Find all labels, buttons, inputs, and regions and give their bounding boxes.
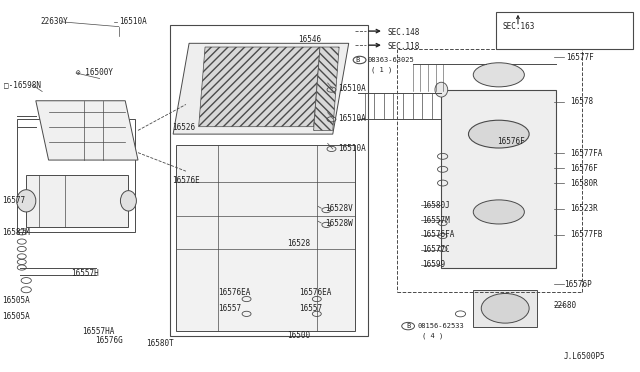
Text: 16576FA: 16576FA xyxy=(422,230,454,240)
Ellipse shape xyxy=(17,190,36,212)
Text: 16510A: 16510A xyxy=(338,144,365,153)
Text: 16505A: 16505A xyxy=(2,312,29,321)
Text: 16557: 16557 xyxy=(300,304,323,313)
Text: 16546: 16546 xyxy=(298,35,321,44)
Ellipse shape xyxy=(473,63,524,87)
Text: 16510A: 16510A xyxy=(338,114,365,123)
Ellipse shape xyxy=(120,190,136,211)
Text: 16576E: 16576E xyxy=(172,176,200,185)
Ellipse shape xyxy=(468,120,529,148)
Text: 16576P: 16576P xyxy=(564,280,592,289)
Text: 08363-63025: 08363-63025 xyxy=(368,57,415,63)
Text: 16577C: 16577C xyxy=(422,245,450,254)
Text: 16577F: 16577F xyxy=(566,52,594,61)
Text: 16576EA: 16576EA xyxy=(300,288,332,297)
Bar xyxy=(17,119,135,232)
Text: 16578: 16578 xyxy=(570,97,593,106)
Text: 16576G: 16576G xyxy=(95,336,123,345)
Text: 16505A: 16505A xyxy=(2,296,29,305)
Text: SEC.148: SEC.148 xyxy=(387,28,419,37)
Ellipse shape xyxy=(435,82,448,97)
Text: 16599: 16599 xyxy=(422,260,445,269)
Text: 16576F: 16576F xyxy=(570,164,598,173)
Text: 16577FA: 16577FA xyxy=(570,149,603,158)
Text: ( 4 ): ( 4 ) xyxy=(422,333,444,339)
Text: 16557M: 16557M xyxy=(422,216,450,225)
Polygon shape xyxy=(473,290,537,327)
Text: B: B xyxy=(355,57,359,63)
Polygon shape xyxy=(442,90,556,267)
Polygon shape xyxy=(173,43,349,134)
Polygon shape xyxy=(26,175,129,227)
Text: 22630Y: 22630Y xyxy=(40,17,68,26)
Text: 16557H: 16557H xyxy=(71,269,99,278)
Text: J.L6500P5: J.L6500P5 xyxy=(564,352,605,361)
Text: SEC.163: SEC.163 xyxy=(502,22,534,31)
Text: 16523R: 16523R xyxy=(570,205,598,214)
Text: 22680: 22680 xyxy=(553,301,576,310)
Text: 16526: 16526 xyxy=(172,123,195,132)
Text: 16577: 16577 xyxy=(2,196,25,205)
Text: SEC.118: SEC.118 xyxy=(387,42,419,51)
Text: ( 1 ): ( 1 ) xyxy=(371,66,392,73)
Bar xyxy=(170,25,368,336)
Ellipse shape xyxy=(481,294,529,323)
Text: B: B xyxy=(406,323,410,329)
Text: 16576F: 16576F xyxy=(497,137,525,146)
Text: 16528V: 16528V xyxy=(325,204,353,213)
Text: 16580J: 16580J xyxy=(422,201,450,210)
Polygon shape xyxy=(314,47,339,131)
Text: ⊙ 16500Y: ⊙ 16500Y xyxy=(76,68,113,77)
Text: 16576EA: 16576EA xyxy=(218,288,250,297)
Text: 16577FB: 16577FB xyxy=(570,230,603,240)
Polygon shape xyxy=(36,101,138,160)
Text: 16557: 16557 xyxy=(218,304,241,313)
Text: 16510A: 16510A xyxy=(338,84,365,93)
Bar xyxy=(495,12,633,49)
Text: 16528: 16528 xyxy=(287,239,310,248)
Text: 16500: 16500 xyxy=(287,331,310,340)
Text: 16528W: 16528W xyxy=(325,219,353,228)
Text: 08156-62533: 08156-62533 xyxy=(417,323,464,329)
Polygon shape xyxy=(198,47,320,127)
Ellipse shape xyxy=(473,200,524,224)
Text: 16580T: 16580T xyxy=(147,339,174,348)
Text: 16587M: 16587M xyxy=(2,228,29,237)
Polygon shape xyxy=(176,145,355,331)
Text: 16557HA: 16557HA xyxy=(83,327,115,336)
Text: 16510A: 16510A xyxy=(119,17,147,26)
Text: 16580R: 16580R xyxy=(570,179,598,187)
Text: □-16598N: □-16598N xyxy=(4,81,41,90)
